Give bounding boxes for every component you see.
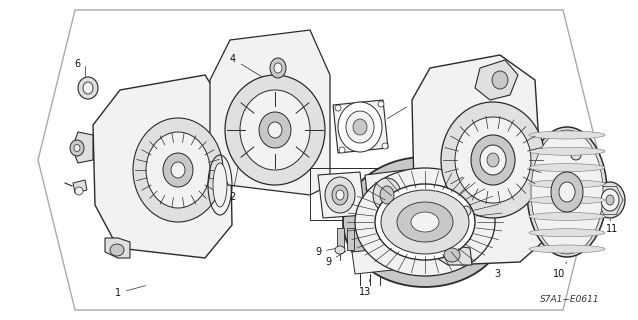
- Ellipse shape: [335, 246, 345, 254]
- Ellipse shape: [381, 190, 469, 254]
- Ellipse shape: [171, 162, 185, 178]
- Ellipse shape: [146, 132, 210, 208]
- Ellipse shape: [353, 119, 367, 135]
- Ellipse shape: [487, 153, 499, 167]
- Ellipse shape: [110, 244, 124, 256]
- Ellipse shape: [259, 112, 291, 148]
- Ellipse shape: [378, 101, 384, 107]
- Ellipse shape: [531, 130, 603, 254]
- Polygon shape: [475, 60, 518, 100]
- Polygon shape: [210, 30, 330, 195]
- Polygon shape: [73, 180, 87, 193]
- Ellipse shape: [529, 180, 605, 188]
- Ellipse shape: [213, 163, 227, 207]
- Ellipse shape: [332, 185, 348, 205]
- Ellipse shape: [595, 182, 625, 218]
- Ellipse shape: [397, 202, 453, 242]
- Text: 10: 10: [553, 262, 567, 279]
- Ellipse shape: [492, 71, 508, 89]
- Ellipse shape: [380, 186, 394, 204]
- Ellipse shape: [373, 178, 401, 212]
- Ellipse shape: [338, 102, 382, 152]
- Ellipse shape: [274, 63, 282, 73]
- Ellipse shape: [225, 75, 325, 185]
- Ellipse shape: [529, 131, 605, 139]
- Text: 5: 5: [387, 97, 418, 119]
- Polygon shape: [93, 75, 232, 258]
- Text: 1: 1: [115, 286, 145, 298]
- Ellipse shape: [601, 189, 619, 211]
- Ellipse shape: [571, 150, 581, 160]
- Ellipse shape: [270, 58, 286, 78]
- Ellipse shape: [529, 147, 605, 155]
- Ellipse shape: [480, 145, 506, 175]
- Ellipse shape: [355, 168, 495, 276]
- Ellipse shape: [343, 157, 507, 287]
- Ellipse shape: [70, 140, 84, 156]
- Bar: [347, 228, 354, 250]
- Ellipse shape: [606, 195, 614, 205]
- Ellipse shape: [75, 187, 83, 195]
- Text: 9: 9: [315, 247, 336, 257]
- Polygon shape: [365, 170, 410, 220]
- Text: 6: 6: [74, 59, 80, 69]
- Ellipse shape: [441, 102, 545, 218]
- Text: 9: 9: [325, 252, 346, 267]
- Ellipse shape: [375, 184, 475, 260]
- Ellipse shape: [559, 182, 575, 202]
- Ellipse shape: [527, 127, 607, 257]
- Ellipse shape: [133, 118, 223, 222]
- Ellipse shape: [529, 212, 605, 220]
- Ellipse shape: [444, 248, 460, 262]
- Ellipse shape: [461, 206, 471, 216]
- Text: 8: 8: [292, 150, 311, 168]
- Ellipse shape: [455, 117, 531, 203]
- Ellipse shape: [411, 212, 439, 232]
- Ellipse shape: [529, 196, 605, 204]
- Bar: [337, 228, 344, 250]
- Text: 13: 13: [359, 276, 371, 297]
- Text: 2: 2: [229, 151, 241, 202]
- Polygon shape: [105, 238, 130, 258]
- Text: 7: 7: [572, 132, 585, 153]
- Polygon shape: [432, 242, 472, 265]
- Ellipse shape: [382, 143, 388, 149]
- Text: 11: 11: [606, 219, 618, 234]
- Ellipse shape: [74, 145, 80, 151]
- Ellipse shape: [529, 164, 605, 172]
- Ellipse shape: [335, 105, 341, 111]
- Ellipse shape: [471, 135, 515, 185]
- Ellipse shape: [78, 77, 98, 99]
- Ellipse shape: [163, 153, 193, 187]
- Ellipse shape: [83, 82, 93, 94]
- Polygon shape: [72, 132, 93, 163]
- Text: 4: 4: [230, 54, 265, 78]
- Ellipse shape: [336, 190, 344, 200]
- Polygon shape: [352, 248, 393, 274]
- Ellipse shape: [268, 122, 282, 138]
- Text: 3: 3: [487, 259, 500, 279]
- Ellipse shape: [529, 245, 605, 253]
- Ellipse shape: [240, 90, 310, 170]
- Ellipse shape: [529, 229, 605, 237]
- Text: S7A1−E0611: S7A1−E0611: [540, 295, 600, 305]
- Ellipse shape: [551, 172, 583, 212]
- Polygon shape: [412, 55, 545, 265]
- Polygon shape: [318, 172, 365, 218]
- Polygon shape: [333, 100, 388, 153]
- Text: 12: 12: [464, 220, 476, 237]
- Ellipse shape: [346, 111, 374, 143]
- Ellipse shape: [339, 147, 345, 153]
- Ellipse shape: [325, 177, 355, 213]
